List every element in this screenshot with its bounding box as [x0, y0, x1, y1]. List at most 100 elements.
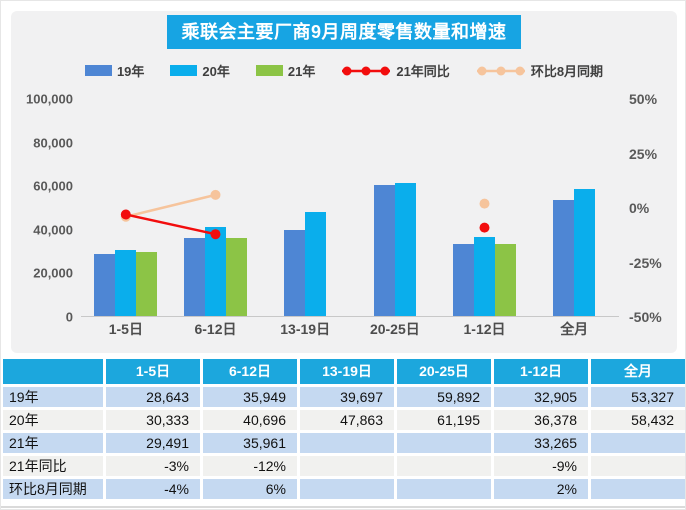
table-row-label: 21年同比 [3, 456, 103, 476]
table-cell: 47,863 [300, 410, 394, 430]
table-cell: 53,327 [591, 387, 685, 407]
bar-19年 [553, 199, 575, 316]
chart-area: 100,000 80,000 60,000 40,000 20,000 0 50% 25% 0… [11, 91, 677, 325]
legend-label: 20年 [202, 64, 230, 79]
x-axis-label: 1-12日 [463, 321, 506, 337]
y-axis-right: 50% 25% 0% -25% -50% [619, 91, 677, 325]
table-cell: -9% [494, 456, 588, 476]
table-cell [397, 456, 491, 476]
y-axis-tick-label: 80,000 [33, 135, 73, 151]
bar-20年 [394, 182, 416, 316]
table-cell: 36,378 [494, 410, 588, 430]
table-cell [591, 456, 685, 476]
legend-item-20年: 20年 [170, 61, 230, 80]
chart-title: 乘联会主要厂商9月周度零售数量和增速 [167, 15, 521, 49]
y-axis-tick-label: 100,000 [26, 91, 73, 107]
legend-line-marker-icon [476, 66, 525, 75]
y-axis-tick-label: 40,000 [33, 222, 73, 238]
bar-20年 [474, 236, 496, 316]
table-header-cell: 全月 [591, 359, 685, 384]
x-axis: 1-5日 6-12日 13-19日 20-25日 1-12日 全月 [11, 317, 677, 343]
table-cell [300, 456, 394, 476]
bottom-border-line [1, 506, 685, 508]
table-cell: 61,195 [397, 410, 491, 430]
table-cell: 32,905 [494, 387, 588, 407]
x-axis-label: 20-25日 [369, 321, 420, 337]
table-header-cell: 1-12日 [494, 359, 588, 384]
legend-bar-swatch-icon [84, 65, 112, 76]
bar-21年 [136, 251, 158, 316]
table-header-cell: 20-25日 [397, 359, 491, 384]
x-axis-labels: 1-5日 6-12日 13-19日 20-25日 1-12日 全月 [81, 317, 619, 343]
table-header-cell: 1-5日 [106, 359, 200, 384]
legend-label: 21年同比 [396, 64, 450, 79]
bar-20年 [574, 188, 596, 316]
table-cell: 58,432 [591, 410, 685, 430]
table-row-label: 19年 [3, 387, 103, 407]
table-cell: 6% [203, 479, 297, 499]
table-cell: 35,949 [203, 387, 297, 407]
table-header-cell: 6-12日 [203, 359, 297, 384]
legend-label: 19年 [116, 64, 145, 79]
legend-item-环比8月同期: 环比8月同期 [476, 61, 603, 80]
table-cell: 29,491 [106, 433, 200, 453]
x-axis-label: 6-12日 [194, 321, 237, 337]
data-table: 1-5日 6-12日 13-19日 20-25日 1-12日 全月 19年 28,643 35,… [3, 359, 685, 499]
y-axis-tick-label: 0% [629, 200, 650, 216]
chart-legend: 19年 20年 21年 21年同比 环比8月同期 [11, 62, 677, 79]
y-axis-tick-label: 20,000 [33, 265, 73, 281]
table-cell: 59,892 [397, 387, 491, 407]
bar-20年 [115, 249, 137, 316]
table-cell: 33,265 [494, 433, 588, 453]
table-cell: -4% [106, 479, 200, 499]
table-cell: 35,961 [203, 433, 297, 453]
table-cell: -3% [106, 456, 200, 476]
table-cell [591, 479, 685, 499]
table-cell [397, 433, 491, 453]
x-axis-label: 1-5日 [108, 321, 143, 337]
legend-item-19年: 19年 [84, 61, 145, 80]
table-cell [300, 433, 394, 453]
table-cell: 39,697 [300, 387, 394, 407]
table-row-label: 20年 [3, 410, 103, 430]
bar-19年 [184, 237, 205, 316]
bar-group-20-25日 [350, 99, 440, 316]
legend-bar-swatch-icon [170, 65, 198, 76]
legend-item-21年同比: 21年同比 [341, 61, 450, 80]
table-row-label: 环比8月同期 [3, 479, 103, 499]
table-cell: -12% [203, 456, 297, 476]
y-axis-tick-label: -50% [629, 309, 662, 325]
bar-21年 [495, 243, 517, 316]
y-axis-left: 100,000 80,000 60,000 40,000 20,000 0 [11, 92, 81, 325]
legend-label: 环比8月同期 [530, 64, 604, 79]
legend-label: 21年 [287, 64, 316, 79]
y-axis-tick-label: 50% [629, 91, 658, 107]
bar-19年 [453, 244, 475, 316]
table-cell [300, 479, 394, 499]
bar-group-1-5日 [81, 99, 171, 316]
y-axis-tick-label: 25% [629, 145, 658, 162]
bar-21年 [226, 237, 247, 316]
table-header-cell [3, 359, 103, 384]
bar-group-13-19日 [260, 99, 350, 316]
bar-20年 [205, 227, 226, 316]
x-axis-label: 13-19日 [280, 321, 331, 337]
bar-19年 [373, 185, 395, 316]
bar-19年 [284, 229, 306, 316]
plot-area [81, 99, 619, 317]
x-axis-label: 全月 [560, 321, 589, 337]
table-cell: 40,696 [203, 410, 297, 430]
bar-group-全月 [529, 99, 619, 316]
legend-item-21年: 21年 [255, 61, 316, 80]
table-cell: 30,333 [106, 410, 200, 430]
table-cell [397, 479, 491, 499]
table-cell: 28,643 [106, 387, 200, 407]
legend-line-marker-icon [342, 66, 391, 75]
table-cell: 2% [494, 479, 588, 499]
chart-panel: 乘联会主要厂商9月周度零售数量和增速 19年 20年 21年 21年同比 环比8月同期 … [11, 11, 677, 353]
legend-bar-swatch-icon [255, 65, 283, 76]
bar-group-1-12日 [440, 99, 530, 316]
bar-group-6-12日 [171, 99, 261, 316]
table-header-cell: 13-19日 [300, 359, 394, 384]
